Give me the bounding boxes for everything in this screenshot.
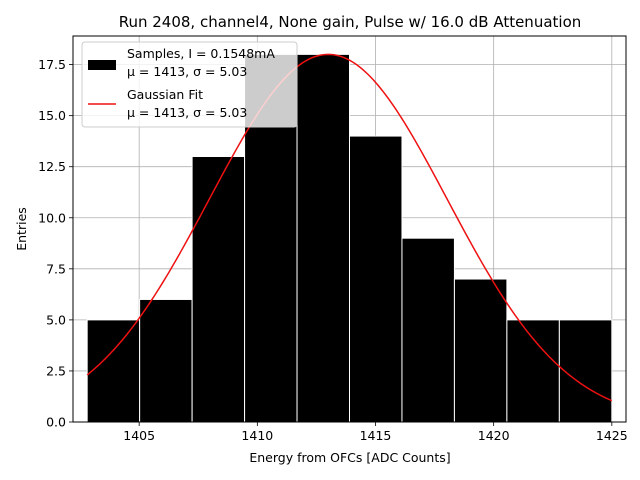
y-axis-title: Entries [14, 207, 29, 251]
legend-fit-label: Gaussian Fit [127, 87, 203, 102]
legend-samples-swatch [88, 60, 116, 70]
histogram-bar [86, 319, 141, 423]
histogram-bar [296, 53, 350, 423]
chart-title: Run 2408, channel4, None gain, Pulse w/ … [119, 13, 582, 31]
histogram-bar [191, 155, 246, 423]
y-tick-label: 17.5 [38, 57, 66, 72]
x-tick-label: 1415 [360, 428, 392, 443]
histogram-bar [139, 298, 193, 423]
y-tick-label: 5.0 [46, 312, 66, 327]
histogram-bar [453, 278, 508, 423]
x-tick-label: 1410 [241, 428, 273, 443]
y-tick-label: 2.5 [46, 363, 66, 378]
gaussian-fit-line [86, 53, 613, 402]
y-tick-label: 10.0 [38, 210, 66, 225]
y-tick-label: 0.0 [46, 415, 66, 430]
y-tick-label: 12.5 [38, 159, 66, 174]
y-tick-label: 7.5 [46, 261, 66, 276]
histogram-bar [506, 319, 560, 423]
histogram-bar [401, 237, 455, 423]
legend: Samples, I = 0.1548mA μ = 1413, σ = 5.03 G… [81, 41, 298, 128]
histogram-bar [349, 135, 403, 423]
axes-frame [72, 35, 627, 423]
histogram-bar [558, 319, 613, 423]
legend-samples-stats: μ = 1413, σ = 5.03 [127, 64, 247, 79]
legend-samples-label: Samples, I = 0.1548mA [127, 46, 275, 61]
x-axis-title: Energy from OFCs [ADC Counts] [249, 450, 450, 465]
legend-box [81, 41, 298, 128]
legend-fit-stats: μ = 1413, σ = 5.03 [127, 105, 247, 120]
x-tick-label: 1425 [596, 428, 628, 443]
y-tick-label: 15.0 [38, 108, 66, 123]
x-tick-label: 1420 [478, 428, 510, 443]
plot-area: 1405 1410 1415 1420 1425 0.0 2.5 5.0 7.5 10.0 12.5… [38, 35, 628, 443]
x-tick-label: 1405 [123, 428, 155, 443]
